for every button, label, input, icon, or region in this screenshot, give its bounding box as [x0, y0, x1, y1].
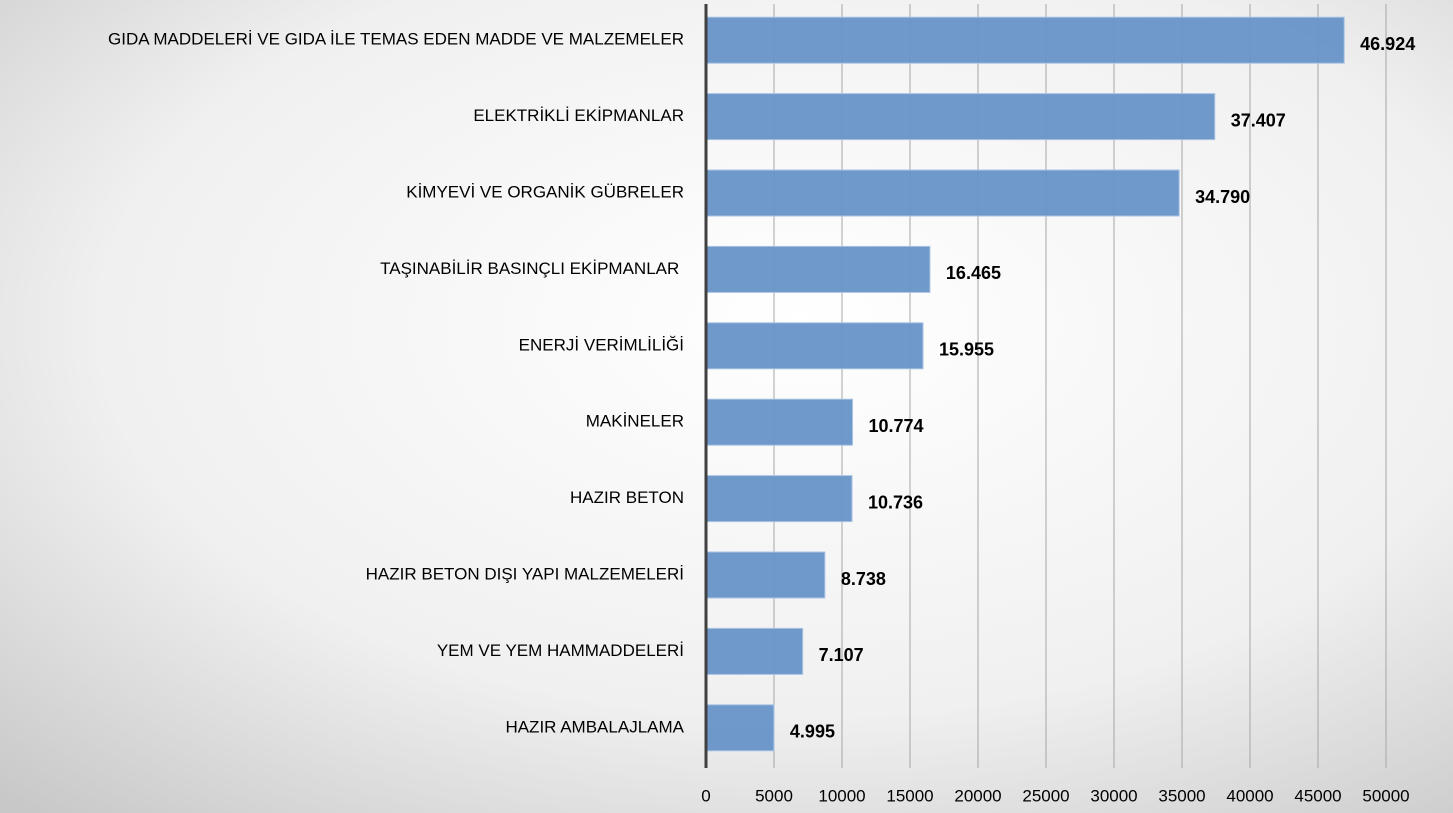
bar [705, 627, 804, 675]
y-tick-label: GIDA MADDELERİ VE GIDA İLE TEMAS EDEN MA… [108, 30, 684, 49]
y-tick-label: TAŞINABİLİR BASINÇLI EKİPMANLAR [380, 259, 684, 278]
data-label: 15.955 [939, 340, 994, 360]
bar [705, 322, 924, 370]
x-tick-label: 0 [701, 786, 710, 805]
bar [705, 169, 1180, 217]
y-tick-label: MAKİNELER [586, 412, 684, 431]
data-label: 16.465 [946, 263, 1001, 283]
x-tick-label: 45000 [1294, 786, 1341, 805]
data-label: 4.995 [790, 722, 835, 742]
data-label: 34.790 [1195, 187, 1250, 207]
data-label: 46.924 [1360, 34, 1415, 54]
y-tick-label: ELEKTRİKLİ EKİPMANLAR [473, 106, 684, 125]
data-label: 37.407 [1231, 110, 1286, 130]
x-tick-label: 20000 [954, 786, 1001, 805]
y-tick-label: HAZIR AMBALAJLAMA [505, 717, 684, 736]
x-tick-label: 15000 [886, 786, 933, 805]
y-tick-label: HAZIR BETON DIŞI YAPI MALZEMELERİ [366, 564, 684, 583]
bar [705, 475, 853, 523]
data-label: 10.774 [869, 416, 924, 436]
bar [705, 398, 854, 446]
data-label: 10.736 [868, 492, 923, 512]
bar [705, 16, 1345, 64]
y-tick-label: ENERJİ VERİMLİLİĞİ [519, 335, 684, 354]
bar [705, 704, 775, 752]
x-tick-label: 10000 [818, 786, 865, 805]
x-tick-label: 35000 [1158, 786, 1205, 805]
bar [705, 245, 931, 293]
bar [705, 93, 1216, 141]
y-tick-label: KİMYEVİ VE ORGANİK GÜBRELER [406, 182, 684, 201]
y-tick-label: HAZIR BETON [570, 488, 684, 507]
y-tick-label: YEM VE YEM HAMMADDELERİ [437, 641, 684, 660]
data-label: 7.107 [819, 645, 864, 665]
x-tick-label: 40000 [1226, 786, 1273, 805]
x-tick-label: 30000 [1090, 786, 1137, 805]
data-label: 8.738 [841, 569, 886, 589]
bar [705, 551, 826, 599]
x-tick-label: 25000 [1022, 786, 1069, 805]
x-tick-label: 5000 [755, 786, 793, 805]
x-tick-label: 50000 [1362, 786, 1409, 805]
